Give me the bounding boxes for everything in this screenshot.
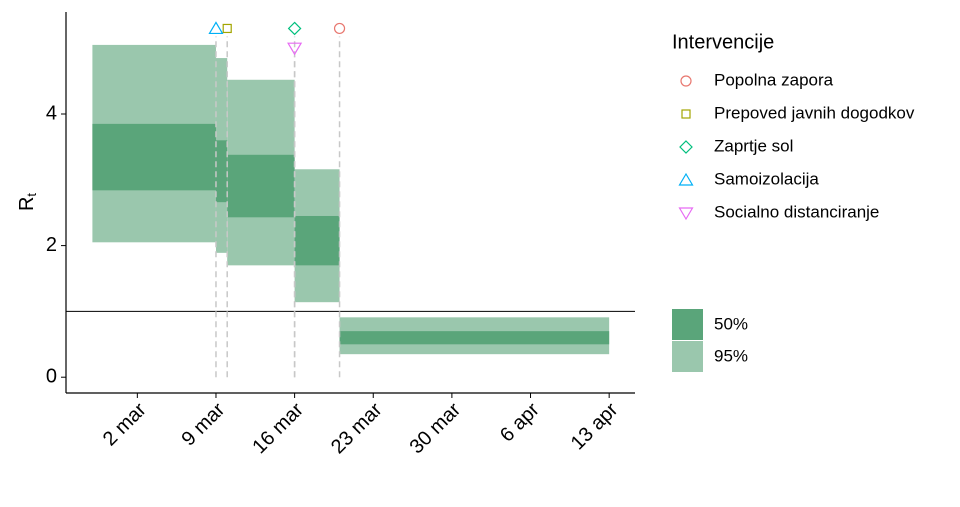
legend-label: Popolna zapora	[714, 70, 834, 89]
y-tick-label: 4	[46, 102, 57, 124]
y-axis-label: Rt	[16, 193, 39, 211]
legend-title: Intervencije	[672, 31, 774, 53]
marker	[208, 21, 224, 35]
legend-swatch	[672, 309, 703, 340]
y-label-main: R	[16, 197, 38, 211]
x-tick-label: 30 mar	[406, 398, 466, 458]
marker	[680, 75, 692, 87]
x-tick-label: 23 mar	[327, 398, 387, 458]
marker	[222, 23, 232, 34]
marker	[678, 172, 694, 186]
legend-label: Socialno distanciranje	[714, 202, 879, 221]
marker	[679, 140, 693, 154]
interval-50	[215, 140, 228, 203]
legend-label: 95%	[714, 346, 748, 365]
x-tick-label: 9 mar	[178, 398, 230, 450]
marker	[678, 207, 694, 221]
marker	[681, 109, 691, 119]
marker	[287, 42, 303, 56]
x-tick-label: 13 apr	[567, 398, 623, 454]
legend-label: Prepoved javnih dogodkov	[714, 103, 915, 122]
x-tick-label: 6 apr	[496, 398, 544, 446]
y-label-sub: t	[24, 193, 39, 197]
x-tick-label: 16 mar	[248, 398, 308, 458]
legend-label: 50%	[714, 314, 748, 333]
y-tick-label: 0	[46, 365, 57, 387]
x-tick-label: 2 mar	[99, 398, 151, 450]
interval-50	[294, 215, 340, 266]
y-tick-label: 2	[46, 234, 57, 256]
legend-swatch	[672, 341, 703, 372]
marker	[287, 21, 302, 36]
interval-50	[339, 331, 610, 345]
legend-label: Samoizolacija	[714, 169, 819, 188]
legend-label: Zaprtje sol	[714, 136, 793, 155]
interval-50	[92, 123, 216, 191]
interval-50	[227, 154, 295, 218]
marker	[333, 22, 346, 35]
